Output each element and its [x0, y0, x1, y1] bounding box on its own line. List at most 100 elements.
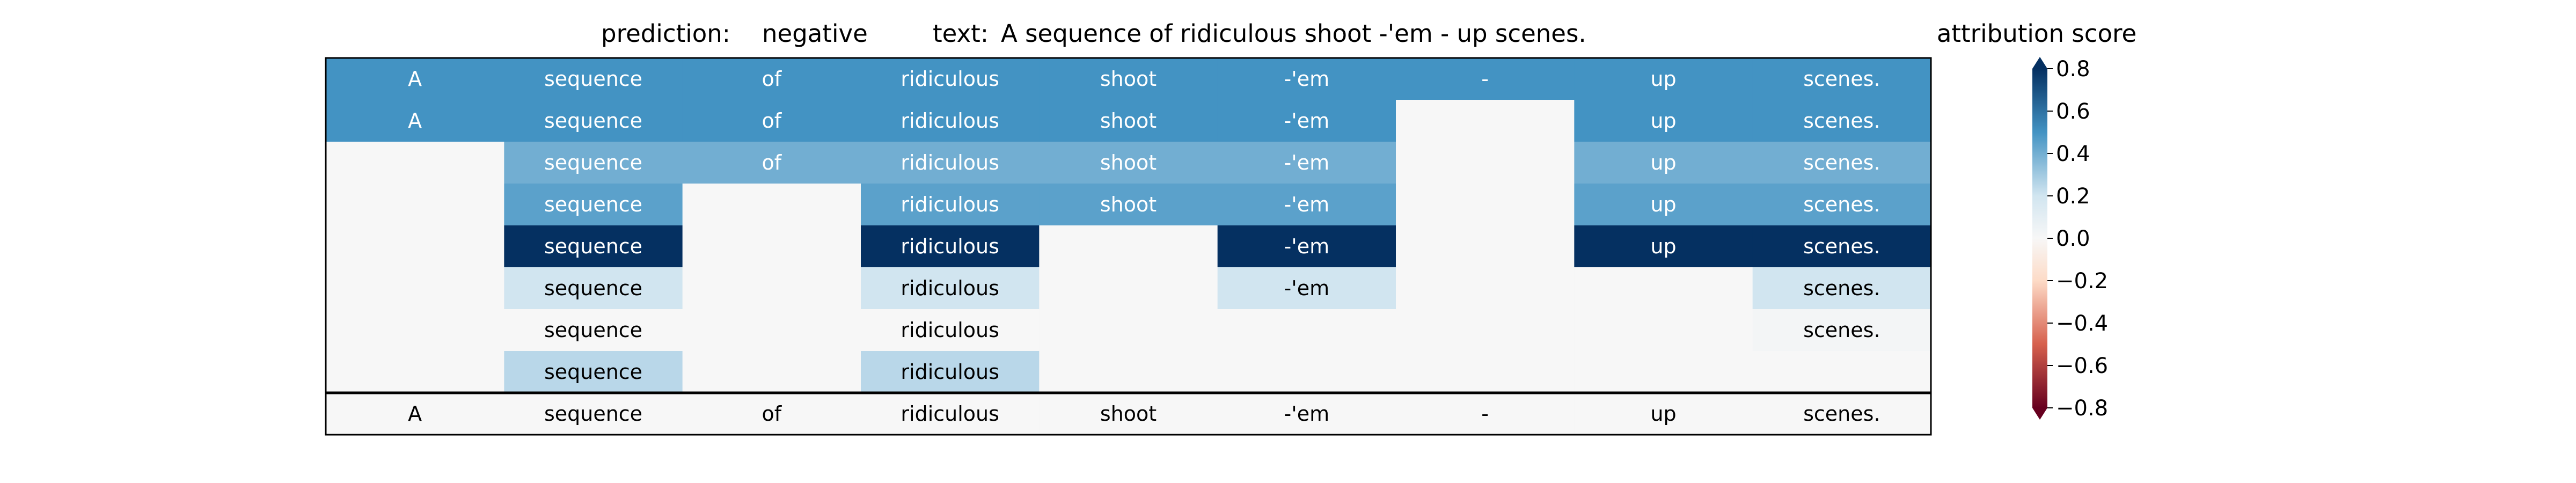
heatmap-cell — [1752, 351, 1931, 393]
heatmap-cell — [1752, 309, 1931, 352]
cell-token-label: sequence — [544, 109, 642, 133]
summary-cell — [682, 393, 861, 435]
heatmap-cell — [1039, 309, 1218, 352]
colorbar-tick-label: 0.6 — [2056, 99, 2090, 124]
heatmap-cell — [1396, 267, 1575, 310]
colorbar-tick-label: −0.6 — [2056, 354, 2108, 378]
heatmap-cell — [1039, 184, 1218, 226]
colorbar-tick-label: 0.0 — [2056, 226, 2090, 251]
colorbar-tick-label: −0.8 — [2056, 396, 2108, 421]
heatmap-cell — [1752, 58, 1931, 100]
cell-token-label: shoot — [1100, 67, 1157, 91]
heatmap-cell — [1217, 225, 1396, 268]
summary-cell — [1217, 393, 1396, 435]
summary-cell — [1574, 393, 1753, 435]
summary-cell — [326, 393, 504, 435]
cell-token-label: A — [408, 109, 422, 133]
heatmap-cell — [1752, 267, 1931, 310]
cell-token-label: ridiculous — [901, 360, 999, 384]
heatmap-cell — [326, 100, 504, 142]
cell-token-label: scenes. — [1803, 193, 1880, 216]
heatmap-cell — [1574, 309, 1753, 352]
colorbar-gradient — [2032, 69, 2047, 408]
cell-token-label: up — [1650, 151, 1676, 174]
summary-token-label: - — [1481, 402, 1489, 426]
cell-token-label: up — [1650, 235, 1676, 258]
heatmap-cell — [1217, 142, 1396, 184]
cell-token-label: ridiculous — [901, 235, 999, 258]
heatmap-cell — [861, 184, 1040, 226]
summary-token-label: of — [762, 402, 782, 426]
heatmap-cell — [1217, 184, 1396, 226]
cell-token-label: ridiculous — [901, 318, 999, 342]
heatmap-cell — [1752, 100, 1931, 142]
cell-token-label: shoot — [1100, 109, 1157, 133]
cell-token-label: sequence — [544, 360, 642, 384]
cell-token-label: scenes. — [1803, 318, 1880, 342]
heatmap-cell — [326, 58, 504, 100]
chart-title: prediction: negative text: A sequence of… — [601, 19, 1586, 48]
cell-token-label: scenes. — [1803, 276, 1880, 300]
heatmap-cell — [682, 184, 861, 226]
heatmap-cell — [1396, 100, 1575, 142]
prediction-value: negative — [762, 19, 868, 48]
cell-token-label: sequence — [544, 276, 642, 300]
colorbar: attribution score 0.8 0.6 0.4 0.2 0.0 −0.2 −0.… — [1937, 19, 2136, 421]
colorbar-tick-label: −0.4 — [2056, 311, 2108, 336]
cell-token-label: of — [762, 151, 782, 174]
heatmap-cell — [504, 267, 683, 310]
prediction-label: prediction: — [601, 19, 730, 48]
heatmap-cell — [861, 100, 1040, 142]
cell-token-label: sequence — [544, 318, 642, 342]
heatmap-cell — [1574, 267, 1753, 310]
heatmap-cell — [504, 309, 683, 352]
cell-token-label: up — [1650, 193, 1676, 216]
heatmap-cell — [326, 267, 504, 310]
cell-token-label: sequence — [544, 67, 642, 91]
heatmap-cell — [682, 58, 861, 100]
cell-token-label: ridiculous — [901, 193, 999, 216]
heatmap-cell — [504, 58, 683, 100]
summary-token-label: A — [408, 402, 422, 426]
colorbar-extend-max — [2032, 57, 2047, 69]
heatmap-cell — [1039, 100, 1218, 142]
summary-cell — [504, 393, 683, 435]
summary-token-label: sequence — [544, 402, 642, 426]
heatmap-cell — [1752, 142, 1931, 184]
heatmap-cell — [1217, 267, 1396, 310]
heatmap-cell — [326, 309, 504, 352]
heatmap-cell — [1574, 225, 1753, 268]
cell-token-label: ridiculous — [901, 109, 999, 133]
heatmap-cell — [861, 58, 1040, 100]
heatmap-cell — [326, 225, 504, 268]
cell-token-label: of — [762, 67, 782, 91]
heatmap-cell — [1217, 58, 1396, 100]
text-label: text: — [933, 19, 989, 48]
summary-token-label: ridiculous — [901, 402, 999, 426]
heatmap-cell — [1574, 58, 1753, 100]
colorbar-tick-label: 0.4 — [2056, 142, 2090, 166]
summary-token-label: -'em — [1284, 402, 1330, 426]
heatmap-cell — [1217, 100, 1396, 142]
summary-token-label: shoot — [1100, 402, 1157, 426]
heatmap-cell — [1039, 267, 1218, 310]
heatmap-cell — [504, 225, 683, 268]
heatmap-cell — [1574, 142, 1753, 184]
heatmap-cell — [861, 142, 1040, 184]
heatmap-cell — [1752, 184, 1931, 226]
heatmap-cell — [1039, 351, 1218, 393]
summary-cell — [1396, 393, 1575, 435]
heatmap-cell — [1752, 225, 1931, 268]
colorbar-extend-min — [2032, 408, 2047, 420]
heatmap-cell — [861, 309, 1040, 352]
cell-token-label: scenes. — [1803, 235, 1880, 258]
cell-token-label: scenes. — [1803, 151, 1880, 174]
heatmap-cell — [861, 225, 1040, 268]
colorbar-tick-label: 0.2 — [2056, 184, 2090, 209]
heatmap-cell — [682, 309, 861, 352]
summary-cell — [1752, 393, 1931, 435]
summary-token-label: scenes. — [1803, 402, 1880, 426]
cell-token-label: -'em — [1284, 235, 1330, 258]
